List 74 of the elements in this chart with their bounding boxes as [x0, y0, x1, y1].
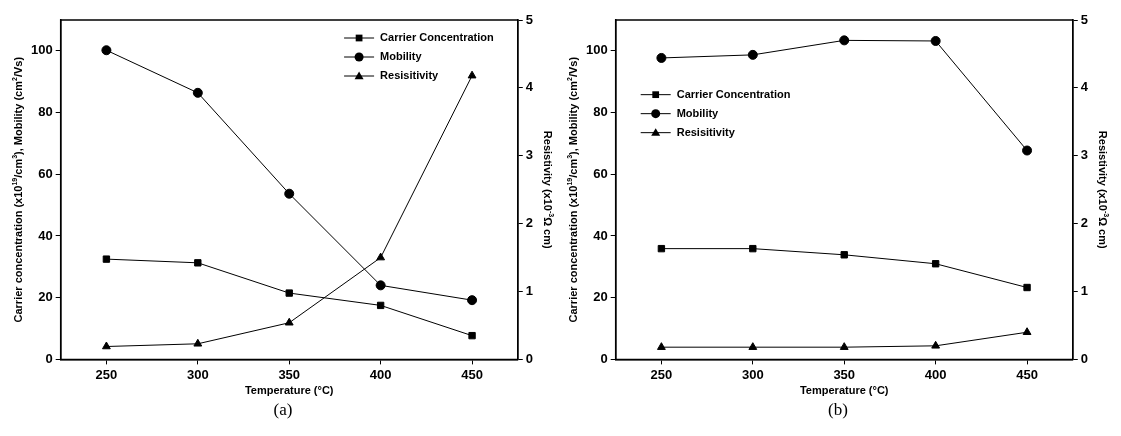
y-tick-label: 0: [600, 350, 608, 366]
point: [192, 87, 203, 98]
point: [1023, 283, 1031, 292]
x-tick-label: 300: [186, 366, 209, 382]
point: [657, 342, 666, 350]
y2-tick-label: 5: [525, 11, 533, 27]
point: [101, 45, 112, 56]
x-tick-label: 450: [1016, 366, 1038, 382]
y2-tick-label: 0: [525, 350, 533, 366]
point: [193, 338, 203, 347]
point: [656, 52, 667, 63]
legend-label: Resisitivity: [676, 125, 736, 138]
point: [657, 244, 666, 253]
y2-tick-label: 1: [1080, 283, 1088, 299]
point: [1022, 145, 1033, 156]
x-tick-label: 350: [278, 366, 301, 382]
y-tick-label: 60: [593, 165, 608, 181]
point: [376, 301, 385, 310]
point: [930, 35, 941, 46]
point: [376, 252, 386, 261]
legend-label: Resisitivity: [380, 69, 440, 82]
y-tick-label: 60: [38, 165, 53, 181]
point: [102, 341, 111, 350]
y2-tick-label: 1: [525, 283, 533, 299]
x-tick-label: 250: [650, 366, 673, 382]
legend-label: Carrier Concentration: [380, 31, 495, 44]
point: [194, 259, 202, 267]
point: [839, 35, 850, 46]
x-tick-label: 350: [833, 366, 856, 382]
legend-label: Mobility: [676, 106, 720, 119]
y2-tick-label: 3: [525, 147, 533, 163]
x-tick-label: 450: [461, 366, 483, 382]
x-tick-label: 250: [95, 366, 118, 382]
point: [285, 289, 293, 297]
point: [375, 280, 386, 291]
point: [839, 342, 849, 350]
text: (a): [272, 400, 294, 420]
y2-tick-label: 2: [525, 215, 533, 231]
point: [467, 70, 477, 79]
point: [284, 317, 294, 326]
y-tick-label: 20: [593, 289, 608, 305]
point: [1022, 327, 1032, 335]
x-tick-label: 400: [924, 366, 947, 382]
point: [749, 244, 757, 253]
x-axis-title: Temperature (°C): [244, 384, 334, 397]
y2-tick-label: 0: [1080, 350, 1088, 366]
y-tick-label: 40: [593, 227, 608, 243]
x-axis-title: Temperature (°C): [799, 384, 889, 397]
point: [284, 188, 295, 199]
y-tick-label: 0: [45, 350, 53, 366]
y2-tick-label: 4: [525, 79, 534, 95]
y2-tick-label: 5: [1080, 11, 1088, 27]
x-tick-label: 400: [369, 366, 392, 382]
point: [931, 340, 941, 349]
y-tick-label: 80: [38, 104, 53, 120]
y2-tick-label: 4: [1080, 79, 1089, 95]
point: [747, 49, 758, 60]
x-tick-label: 300: [741, 366, 764, 382]
text: (b): [827, 400, 849, 420]
point: [748, 342, 758, 350]
legend-label: Carrier Concentration: [676, 87, 791, 100]
y2-tick-label: 3: [1080, 147, 1088, 163]
y-tick-label: 80: [593, 104, 608, 120]
y-tick-label: 100: [30, 42, 53, 58]
point: [467, 295, 478, 306]
point: [840, 251, 848, 259]
y-tick-label: 20: [38, 289, 53, 305]
legend-label: Mobility: [380, 50, 423, 63]
y2-tick-label: 2: [1080, 215, 1088, 231]
y-tick-label: 40: [38, 227, 53, 243]
point: [468, 331, 476, 340]
y-tick-label: 100: [585, 42, 608, 58]
point: [931, 260, 940, 268]
point: [102, 255, 111, 263]
